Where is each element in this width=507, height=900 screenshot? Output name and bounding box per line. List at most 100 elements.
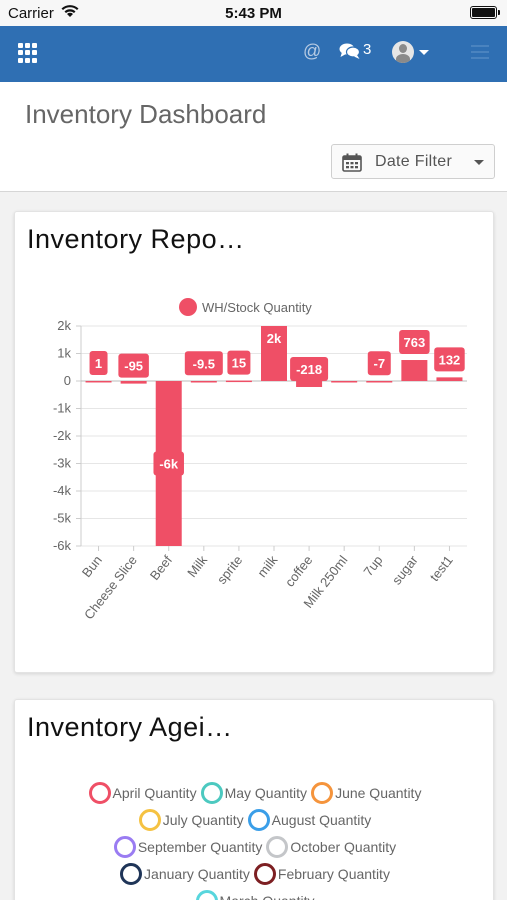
legend-label: February Quantity [277, 866, 390, 882]
legend-ring-icon [88, 782, 111, 804]
legend-item[interactable]: August Quantity [247, 809, 372, 831]
inventory-report-card: Inventory Repo… WH/Stock Quantity 2k 1k 0 -1… [14, 211, 494, 673]
bar [331, 381, 358, 383]
y-tick-label: -4k [53, 483, 72, 498]
data-label-box [227, 350, 251, 375]
card-title: Inventory Repo… [27, 224, 245, 254]
data-label: 132 [439, 352, 461, 367]
y-tick-label: -2k [53, 428, 72, 443]
data-label: -7 [373, 356, 385, 371]
legend-item[interactable]: March Quantity [195, 890, 315, 900]
data-label: 15 [232, 356, 246, 371]
data-label: -6k [159, 457, 179, 472]
legend-label: June Quantity [335, 785, 422, 801]
legend-item[interactable]: July Quantity [138, 809, 244, 831]
bar [190, 381, 217, 383]
date-filter-label: Date Filter [375, 153, 453, 170]
y-tick-label: -1k [53, 401, 72, 416]
data-label-box [367, 351, 391, 376]
data-label: 2k [267, 331, 282, 346]
legend-label: September Quantity [137, 839, 263, 855]
data-label: 763 [404, 335, 426, 350]
legend-item[interactable]: October Quantity [266, 836, 396, 858]
user-avatar[interactable] [392, 41, 414, 63]
legend-label: May Quantity [224, 785, 308, 801]
legend-ring-icon [120, 863, 143, 885]
legend-ring-icon [200, 782, 223, 804]
legend-item[interactable]: April Quantity [88, 782, 197, 804]
legend-row: January Quantity February Quantity [15, 863, 495, 890]
wifi-icon [61, 5, 79, 17]
x-tick-label: coffee [282, 553, 315, 590]
legend-swatch [179, 298, 197, 316]
legend-ring-icon [247, 809, 270, 831]
x-tick-label: sugar [389, 552, 421, 587]
bar [225, 380, 252, 383]
legend-label: July Quantity [162, 812, 244, 828]
data-label: -9.5 [193, 356, 215, 371]
legend-row: April Quantity May Quantity June Quantity [15, 782, 495, 809]
y-tick-label: -3k [53, 456, 72, 471]
legend-label: January Quantity [144, 866, 250, 882]
data-label: 1 [95, 356, 102, 371]
legend-ring-icon [113, 836, 136, 858]
top-navbar: @ 3 [0, 26, 507, 82]
legend-ring-icon [195, 890, 218, 900]
legend-item[interactable]: May Quantity [200, 782, 308, 804]
legend-label: October Quantity [290, 839, 397, 855]
legend-row: July Quantity August Quantity [15, 809, 495, 836]
calendar-icon [342, 153, 362, 172]
carrier-label: Carrier [8, 5, 54, 22]
card-title: Inventory Agei… [27, 712, 233, 742]
date-filter-button[interactable]: Date Filter [331, 144, 495, 179]
data-label-box [399, 330, 430, 355]
x-tick-label: sprite [214, 553, 245, 587]
chat-count-badge: 3 [363, 41, 372, 58]
bar [296, 381, 323, 387]
battery-icon [470, 6, 500, 19]
data-label-box [118, 353, 149, 378]
dropdown-caret-icon [474, 160, 484, 165]
page-header: Inventory Dashboard Date Filter [0, 82, 507, 192]
clock: 5:43 PM [225, 5, 282, 22]
data-label-box [434, 347, 465, 372]
hamburger-menu-icon[interactable] [471, 45, 489, 63]
legend-ring-icon [266, 836, 289, 858]
legend-item[interactable]: January Quantity [120, 863, 250, 885]
legend-item[interactable]: February Quantity [253, 863, 390, 885]
bar [120, 381, 147, 384]
y-tick-label: -6k [53, 538, 72, 553]
apps-grid-icon[interactable] [18, 43, 38, 63]
bar [85, 380, 112, 383]
legend-item[interactable]: June Quantity [311, 782, 421, 804]
x-tick-label: Milk [184, 552, 210, 580]
x-tick-label: test1 [427, 553, 456, 584]
x-tick-label: milk [254, 552, 280, 580]
page-title: Inventory Dashboard [25, 99, 267, 129]
legend-label: March Quantity [220, 893, 315, 900]
legend-ring-icon [253, 863, 276, 885]
data-label-box [262, 326, 286, 350]
ageing-legend: April Quantity May Quantity June Quantity J… [15, 782, 495, 900]
legend-item[interactable]: September Quantity [113, 836, 263, 858]
chat-icon[interactable] [339, 42, 361, 60]
legend-label: WH/Stock Quantity [202, 300, 312, 315]
x-tick-label: Beef [147, 552, 176, 583]
bar [401, 360, 428, 381]
chevron-down-icon[interactable] [419, 50, 429, 55]
bar [436, 377, 463, 381]
bar [366, 381, 393, 383]
legend-label: August Quantity [271, 812, 372, 828]
legend-ring-icon [311, 782, 334, 804]
data-label-box [184, 351, 223, 376]
y-tick-label: 1k [57, 346, 71, 361]
x-tick-label: 7up [360, 553, 385, 579]
mentions-icon[interactable]: @ [303, 41, 322, 61]
data-label-box [89, 350, 108, 375]
y-tick-label: 0 [64, 373, 71, 388]
data-label-box [153, 451, 184, 476]
legend-row: March Quantity [15, 890, 495, 900]
legend-ring-icon [138, 809, 161, 831]
y-tick-label: -5k [53, 511, 72, 526]
data-label-box [290, 356, 329, 381]
